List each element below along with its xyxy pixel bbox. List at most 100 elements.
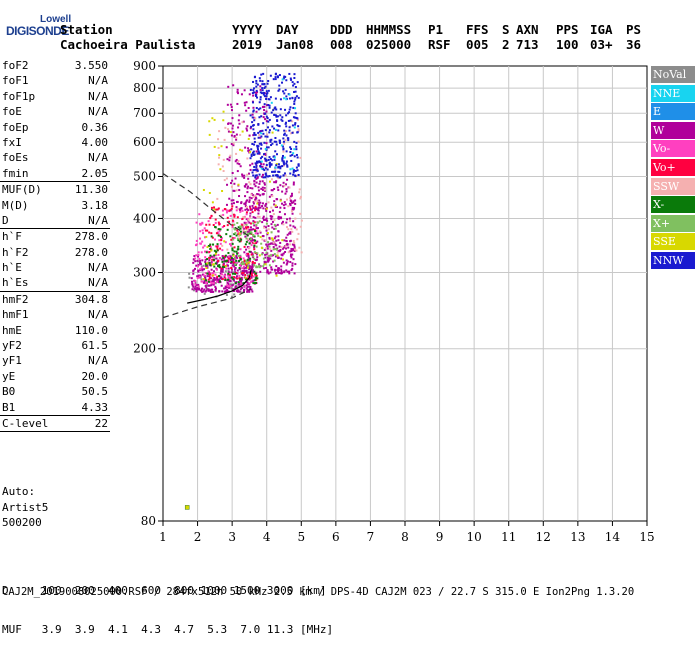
param-row: B0 50.5 — [0, 384, 110, 399]
echo-point-x- — [234, 282, 237, 285]
param-value: 278.0 — [74, 230, 108, 244]
echo-point-ssw — [248, 246, 251, 249]
echo-point-nnw — [257, 108, 260, 111]
echo-point-nnw — [284, 122, 287, 125]
echo-point-ssw — [235, 189, 238, 192]
echo-point-nnw — [254, 168, 257, 171]
echo-point-w — [271, 189, 274, 192]
echo-point-nnw — [296, 81, 299, 84]
echo-point-vo- — [241, 267, 244, 270]
echo-point-w — [247, 256, 250, 259]
echo-point-ssw — [291, 230, 294, 233]
echo-point-nnw — [280, 118, 283, 121]
echo-point-nnw — [284, 75, 287, 78]
echo-point-w — [293, 245, 296, 248]
echo-point-x- — [245, 240, 248, 243]
echo-point-vo- — [226, 224, 229, 227]
echo-point-ssw — [280, 246, 283, 249]
echo-point-w — [201, 259, 204, 262]
param-row: foE N/A — [0, 104, 110, 119]
echo-point-sse — [202, 188, 205, 191]
echo-point-vo- — [243, 245, 246, 248]
echo-point-x- — [252, 233, 255, 236]
echo-point-w — [246, 191, 249, 194]
echo-point-x- — [222, 256, 225, 259]
echo-point-nnw — [254, 162, 257, 165]
echo-point-nnw — [297, 96, 300, 99]
echo-point-w — [231, 264, 234, 267]
param-row: B1 4.33 — [0, 400, 110, 416]
echo-point-nnw — [253, 76, 256, 79]
echo-point-w — [227, 271, 230, 274]
echo-point-w — [238, 114, 241, 117]
echo-point-w — [230, 199, 233, 202]
echo-point-ssw — [253, 200, 256, 203]
echo-point-w — [265, 217, 268, 220]
echo-point-w — [251, 239, 254, 242]
echo-point-nnw — [269, 74, 272, 77]
echo-point-w — [245, 280, 248, 283]
echo-point-w — [274, 205, 277, 208]
echo-point-w — [240, 276, 243, 279]
echo-point-nnw — [262, 83, 265, 86]
echo-point-sse — [259, 236, 262, 239]
echo-point-ssw — [291, 120, 294, 123]
echo-point-nnw — [293, 73, 296, 76]
echo-point-w — [214, 288, 217, 291]
echo-point-nnw — [285, 95, 288, 98]
echo-point-vo- — [233, 246, 236, 249]
echo-point-w — [276, 186, 279, 189]
echo-point-ssw — [242, 229, 245, 232]
echo-point-x- — [224, 254, 227, 257]
echo-point-nnw — [296, 117, 299, 120]
echo-point-vo- — [209, 281, 212, 284]
echo-point-nnw — [282, 140, 285, 143]
echo-point-w — [251, 187, 254, 190]
echo-point-x- — [237, 255, 240, 258]
echo-point-w — [203, 280, 206, 283]
echo-point-vo- — [217, 253, 220, 256]
echo-point-ssw — [272, 241, 275, 244]
x-tick-label: 9 — [436, 530, 444, 544]
echo-point-vo- — [254, 205, 257, 208]
echo-point-nnw — [283, 132, 286, 135]
echo-point-x- — [240, 238, 243, 241]
echo-point-w — [262, 218, 265, 221]
echo-point-vo- — [250, 253, 253, 256]
echo-point-w — [251, 204, 254, 207]
echo-point-vo- — [245, 211, 248, 214]
echo-point-vo- — [220, 237, 223, 240]
echo-point-x- — [229, 235, 232, 238]
echo-point-nnw — [262, 122, 265, 125]
echo-point-vo- — [250, 280, 253, 283]
echo-point-vo- — [216, 208, 219, 211]
echo-point-vo- — [230, 244, 233, 247]
param-name: h`E — [2, 261, 22, 275]
echo-point-w — [293, 206, 296, 209]
echo-point-nnw — [269, 158, 272, 161]
echo-point-nne — [270, 101, 273, 104]
echo-point-w — [247, 209, 250, 212]
echo-point-ssw — [258, 133, 261, 136]
legend-item-x-: X+ — [651, 214, 695, 232]
echo-point-x- — [242, 263, 245, 266]
echo-point-w — [290, 194, 293, 197]
echo-point-nnw — [285, 125, 288, 128]
echo-point-w — [261, 165, 264, 168]
echo-point-w — [195, 284, 198, 287]
echo-point-w — [225, 203, 228, 206]
echo-point-w — [265, 267, 268, 270]
echo-point-w — [211, 255, 214, 258]
echo-point-w — [255, 227, 258, 230]
echo-point-sse — [237, 183, 240, 186]
echo-point-w — [212, 270, 215, 273]
echo-point-ssw — [246, 229, 249, 232]
echo-point-w — [247, 254, 250, 257]
echo-point-x- — [234, 232, 237, 235]
echo-point-ssw — [296, 238, 299, 241]
echo-point-nnw — [253, 131, 256, 134]
echo-point-w — [226, 264, 229, 267]
echo-point-x- — [207, 280, 210, 283]
echo-point-ssw — [296, 118, 299, 121]
echo-point-vo- — [239, 240, 242, 243]
